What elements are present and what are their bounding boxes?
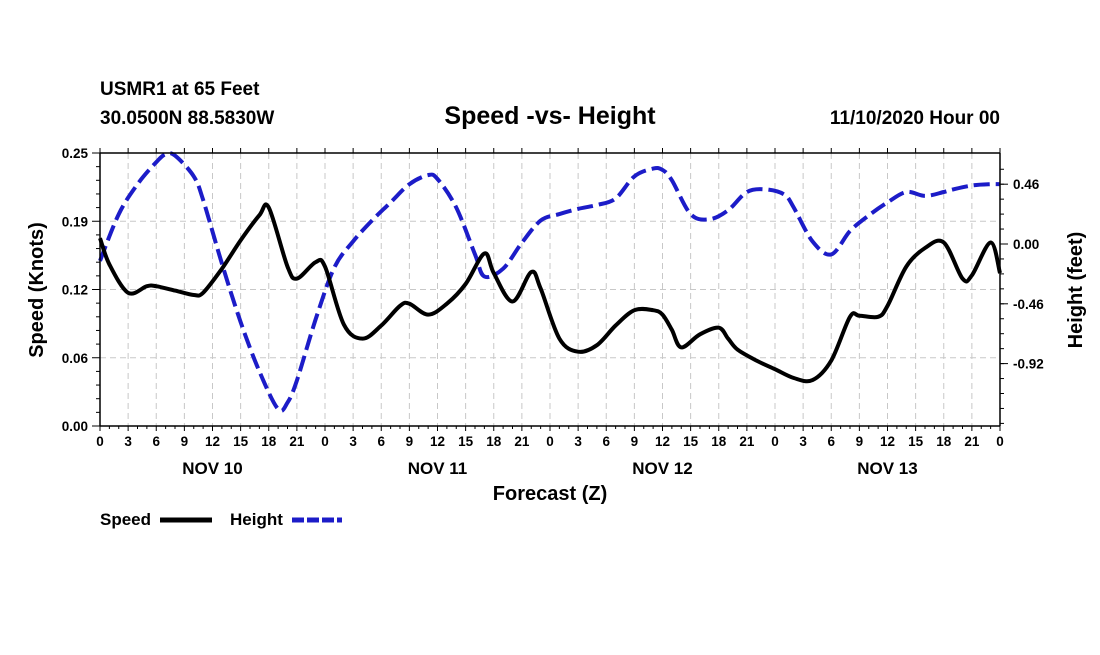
x-tick-label: 18 [711,434,727,449]
x-day-label: NOV 13 [857,459,917,478]
x-tick-label: 12 [655,434,670,449]
y-left-tick-label: 0.00 [62,419,88,434]
x-tick-label: 15 [683,434,699,449]
x-tick-label: 18 [486,434,502,449]
x-tick-label: 9 [631,434,639,449]
series-lines [98,151,1002,413]
x-tick-label: 6 [827,434,835,449]
x-tick-label: 0 [771,434,779,449]
station-name: USMR1 at 65 Feet [100,79,260,100]
y-axis-right-label: Height (feet) [1065,232,1087,349]
x-tick-label: 12 [880,434,895,449]
y-left-tick-label: 0.19 [62,214,88,229]
x-tick-label: 3 [799,434,807,449]
x-tick-label: 6 [152,434,160,449]
x-day-label: NOV 10 [182,459,242,478]
x-tick-label: 0 [96,434,104,449]
x-tick-label: 18 [261,434,277,449]
x-tick-label: 15 [908,434,924,449]
y-right-tick-label: 0.46 [1013,177,1040,192]
x-tick-label: 21 [964,434,980,449]
station-location: 30.0500N 88.5830W [100,108,274,129]
legend: Speed Height [100,510,342,529]
x-tick-label: 0 [996,434,1004,449]
y-right-tick-label: 0.00 [1013,237,1039,252]
x-tick-label: 9 [406,434,414,449]
y-left-tick-label: 0.12 [62,283,88,298]
gridlines [99,152,1001,427]
x-day-label: NOV 11 [408,459,468,478]
chart-title: Speed -vs- Height [444,102,656,130]
series-line-speed [98,202,1002,384]
x-tick-label: 3 [124,434,132,449]
x-tick-label: 21 [739,434,755,449]
y-left-tick-label: 0.25 [62,146,89,161]
legend-height-label: Height [230,510,283,529]
x-tick-label: 15 [233,434,249,449]
x-day-label: NOV 12 [632,459,692,478]
x-tick-label: 0 [321,434,329,449]
series-line-height [98,151,1001,413]
x-tick-label: 6 [602,434,610,449]
x-tick-label: 12 [205,434,220,449]
y-right-tick-label: -0.46 [1013,297,1044,312]
x-tick-label: 21 [289,434,305,449]
x-tick-label: 18 [936,434,952,449]
x-tick-label: 15 [458,434,474,449]
x-tick-label: 3 [349,434,357,449]
y-axis-left-label: Speed (Knots) [26,222,48,358]
x-axis-label: Forecast (Z) [493,483,607,505]
x-tick-label: 9 [856,434,864,449]
axes: 0 3 6 9 12 15 18 21 0 3 6 9 12 15 18 21 0 3 6 9 12 15 18 21 0 3 6 9… [62,146,1045,478]
x-tick-label: 21 [514,434,530,449]
run-time: 11/10/2020 Hour 00 [830,108,1000,129]
y-left-tick-label: 0.06 [62,351,89,366]
x-tick-label: 9 [181,434,189,449]
y-right-tick-label: -0.92 [1013,357,1044,372]
x-tick-label: 12 [430,434,445,449]
legend-speed-label: Speed [100,510,151,529]
x-tick-label: 6 [377,434,385,449]
x-tick-label: 3 [574,434,582,449]
x-tick-label: 0 [546,434,554,449]
